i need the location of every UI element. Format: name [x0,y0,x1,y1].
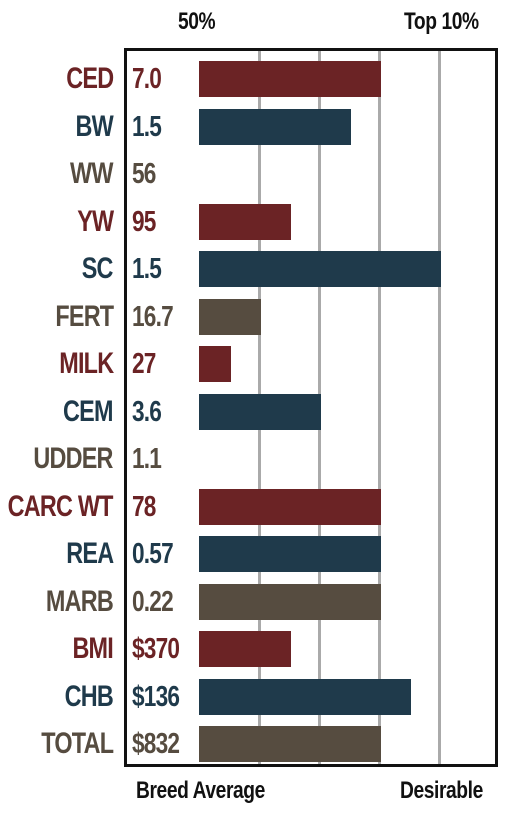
trait-label-cem: CEM [63,394,113,428]
trait-value-marb: 0.22 [132,585,174,618]
trait-value-bw: 1.5 [132,110,162,143]
footer-desirable: Desirable [400,777,483,804]
trait-label-udder: UDDER [33,442,114,475]
bar-bmi [199,631,291,667]
trait-label-bw: BW [75,109,114,143]
trait-label-ced: CED [65,62,114,95]
trait-value-rea: 0.57 [132,538,174,570]
trait-label-rea: REA [65,537,114,570]
trait-value-cem: 3.6 [132,395,162,428]
trait-value-udder: 1.1 [132,443,162,475]
bar-ced [199,61,381,97]
trait-value-ww: 56 [132,158,156,190]
trait-label-carc-wt: CARC WT [7,489,114,523]
trait-label-total: TOTAL [41,727,114,760]
trait-label-yw: YW [76,204,114,238]
trait-value-yw: 95 [132,205,156,238]
bar-carc-wt [199,488,381,525]
trait-label-sc: SC [82,252,114,285]
trait-value-ced: 7.0 [132,63,162,95]
bar-sc [199,251,441,287]
trait-value-chb: $136 [132,680,180,713]
trait-label-fert: FERT [55,299,114,333]
trait-label-ww: WW [70,157,113,190]
bar-chb [199,678,411,715]
bar-fert [199,298,261,335]
bar-rea [199,536,381,572]
trait-label-marb: MARB [45,584,114,618]
bar-yw [199,203,291,240]
trait-value-total: $832 [132,728,180,760]
bar-total [199,726,381,762]
bar-marb [199,583,381,620]
footer-breed-average: Breed Average [136,777,265,804]
trait-value-bmi: $370 [132,633,180,665]
bar-milk [199,346,231,382]
trait-label-chb: CHB [64,679,114,713]
trait-label-milk: MILK [58,347,114,380]
trait-value-carc-wt: 78 [132,490,156,523]
trait-value-fert: 16.7 [132,300,174,333]
gridline-3 [378,51,381,764]
bar-cem [199,393,321,430]
scale-label-50: 50% [178,8,216,35]
chart-frame [124,48,498,767]
trait-label-bmi: BMI [72,632,113,665]
trait-value-milk: 27 [132,348,156,380]
trait-value-sc: 1.5 [132,253,162,285]
bar-bw [199,108,351,145]
scale-label-top10: Top 10% [404,8,479,35]
gridline-4 [438,51,441,764]
